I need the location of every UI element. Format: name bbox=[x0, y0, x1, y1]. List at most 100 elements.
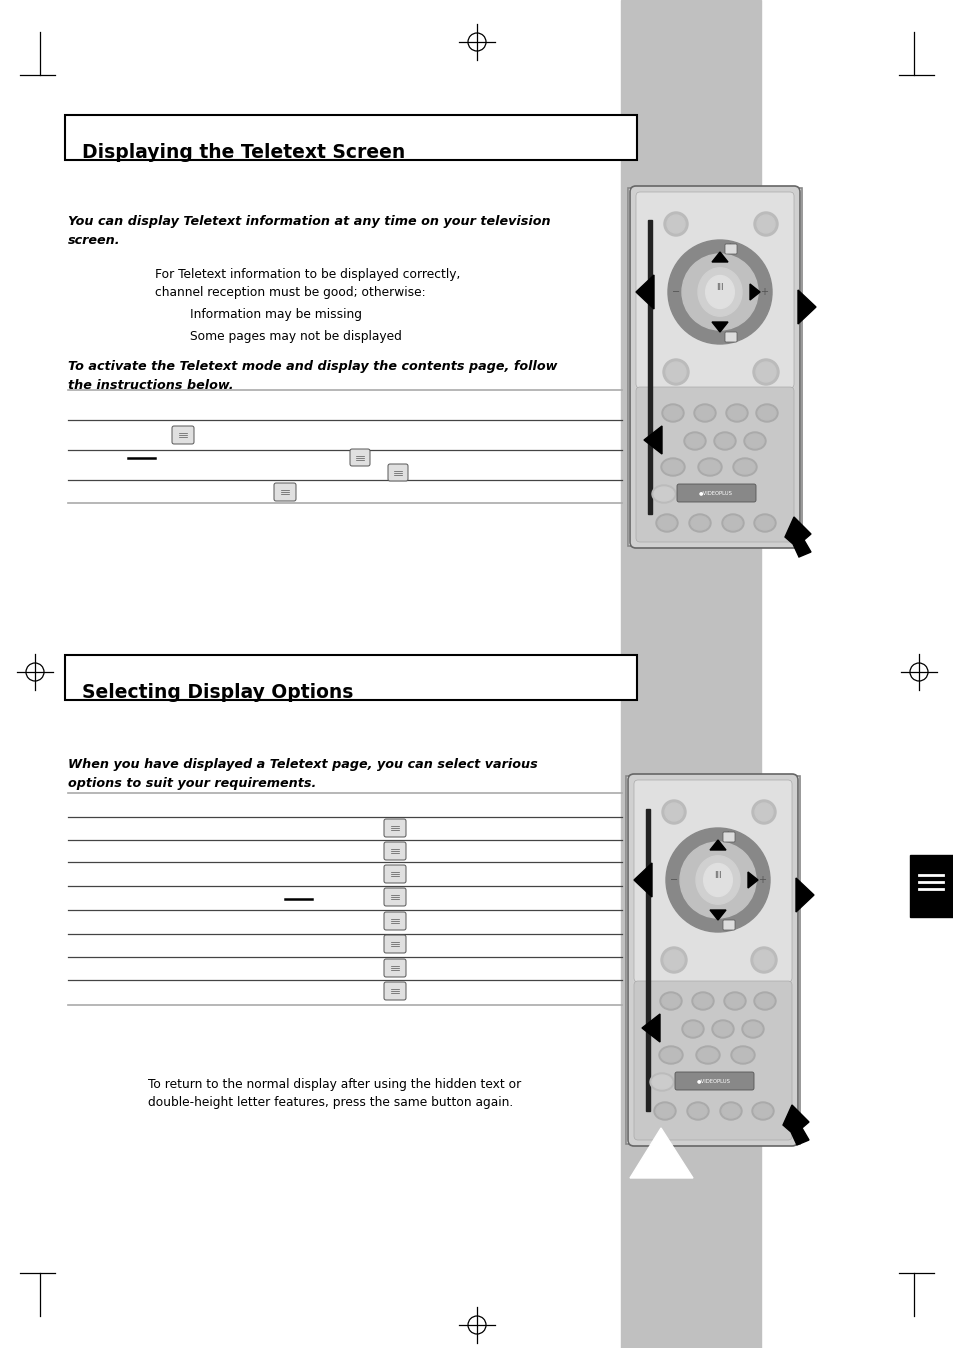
Ellipse shape bbox=[696, 406, 713, 421]
Ellipse shape bbox=[725, 993, 743, 1008]
Polygon shape bbox=[636, 275, 654, 309]
Ellipse shape bbox=[654, 1103, 676, 1120]
Ellipse shape bbox=[745, 434, 763, 448]
Polygon shape bbox=[643, 426, 661, 454]
Ellipse shape bbox=[663, 406, 681, 421]
Circle shape bbox=[751, 799, 775, 824]
Text: ▲: ▲ bbox=[727, 244, 731, 248]
Ellipse shape bbox=[661, 993, 679, 1008]
Ellipse shape bbox=[696, 1046, 720, 1064]
Text: When you have displayed a Teletext page, you can select various
options to suit : When you have displayed a Teletext page,… bbox=[68, 758, 537, 790]
Ellipse shape bbox=[656, 514, 678, 532]
Polygon shape bbox=[634, 863, 651, 896]
FancyBboxPatch shape bbox=[384, 888, 406, 906]
Text: To return to the normal display after using the hidden text or
double-height let: To return to the normal display after us… bbox=[148, 1078, 520, 1109]
Ellipse shape bbox=[721, 1104, 740, 1117]
Circle shape bbox=[679, 842, 755, 918]
Ellipse shape bbox=[662, 460, 682, 474]
Polygon shape bbox=[709, 910, 725, 919]
Ellipse shape bbox=[755, 516, 773, 530]
Polygon shape bbox=[629, 1128, 692, 1178]
Text: ●VIDEOPLUS: ●VIDEOPLUS bbox=[699, 491, 732, 496]
Ellipse shape bbox=[713, 1022, 731, 1037]
Ellipse shape bbox=[723, 516, 741, 530]
Circle shape bbox=[757, 214, 774, 233]
Bar bbox=[627, 187, 801, 546]
Text: ●VIDEOPLUS: ●VIDEOPLUS bbox=[697, 1078, 730, 1084]
Ellipse shape bbox=[661, 404, 683, 422]
Ellipse shape bbox=[703, 864, 732, 896]
Ellipse shape bbox=[688, 514, 710, 532]
Polygon shape bbox=[797, 290, 815, 324]
FancyBboxPatch shape bbox=[388, 464, 408, 481]
Ellipse shape bbox=[696, 856, 740, 905]
Polygon shape bbox=[709, 840, 725, 851]
Text: ▼: ▼ bbox=[727, 336, 731, 341]
Text: To activate the Teletext mode and display the contents page, follow
the instruct: To activate the Teletext mode and displa… bbox=[68, 360, 557, 392]
FancyBboxPatch shape bbox=[722, 919, 734, 930]
Ellipse shape bbox=[658, 516, 676, 530]
Ellipse shape bbox=[734, 460, 754, 474]
Ellipse shape bbox=[698, 268, 741, 317]
Polygon shape bbox=[782, 1105, 808, 1144]
Ellipse shape bbox=[693, 404, 716, 422]
Circle shape bbox=[664, 803, 682, 821]
Circle shape bbox=[663, 212, 687, 236]
Ellipse shape bbox=[649, 1073, 673, 1091]
Bar bbox=[65, 115, 637, 160]
FancyBboxPatch shape bbox=[274, 483, 295, 501]
Circle shape bbox=[665, 828, 769, 931]
FancyBboxPatch shape bbox=[677, 484, 755, 501]
Circle shape bbox=[754, 803, 772, 821]
Ellipse shape bbox=[723, 992, 745, 1010]
Circle shape bbox=[665, 363, 685, 381]
FancyBboxPatch shape bbox=[384, 958, 406, 977]
Ellipse shape bbox=[698, 1047, 718, 1062]
Ellipse shape bbox=[660, 1047, 680, 1062]
FancyBboxPatch shape bbox=[724, 244, 737, 253]
Ellipse shape bbox=[651, 1074, 671, 1089]
Polygon shape bbox=[784, 518, 810, 557]
FancyBboxPatch shape bbox=[384, 981, 406, 1000]
Circle shape bbox=[681, 253, 758, 330]
Ellipse shape bbox=[727, 406, 745, 421]
Ellipse shape bbox=[681, 1020, 703, 1038]
Bar bbox=[65, 655, 637, 700]
Text: III: III bbox=[714, 872, 721, 880]
Circle shape bbox=[750, 948, 776, 973]
Circle shape bbox=[755, 363, 775, 381]
Ellipse shape bbox=[741, 1020, 763, 1038]
Ellipse shape bbox=[713, 431, 735, 450]
FancyBboxPatch shape bbox=[722, 832, 734, 842]
FancyBboxPatch shape bbox=[629, 186, 800, 549]
Ellipse shape bbox=[691, 992, 713, 1010]
Circle shape bbox=[663, 950, 683, 971]
Ellipse shape bbox=[686, 1103, 708, 1120]
Ellipse shape bbox=[688, 1104, 706, 1117]
Text: ▼: ▼ bbox=[725, 923, 729, 929]
Circle shape bbox=[660, 948, 686, 973]
Ellipse shape bbox=[654, 487, 673, 501]
Polygon shape bbox=[711, 322, 727, 332]
Ellipse shape bbox=[751, 1103, 773, 1120]
Ellipse shape bbox=[725, 404, 747, 422]
Circle shape bbox=[753, 950, 773, 971]
Ellipse shape bbox=[716, 434, 733, 448]
Bar bbox=[645, 809, 649, 1111]
Text: For Teletext information to be displayed correctly,
channel reception must be go: For Teletext information to be displayed… bbox=[154, 268, 460, 299]
Ellipse shape bbox=[660, 458, 684, 476]
Ellipse shape bbox=[683, 431, 705, 450]
Circle shape bbox=[661, 799, 685, 824]
Ellipse shape bbox=[753, 514, 775, 532]
FancyBboxPatch shape bbox=[384, 842, 406, 860]
Ellipse shape bbox=[659, 1046, 682, 1064]
Text: Displaying the Teletext Screen: Displaying the Teletext Screen bbox=[82, 143, 405, 162]
Polygon shape bbox=[749, 284, 760, 301]
Circle shape bbox=[662, 359, 688, 386]
Text: +: + bbox=[758, 875, 765, 886]
Polygon shape bbox=[747, 872, 758, 888]
Bar bbox=[625, 776, 800, 1144]
Ellipse shape bbox=[690, 516, 708, 530]
FancyBboxPatch shape bbox=[636, 387, 793, 542]
FancyBboxPatch shape bbox=[724, 332, 737, 342]
